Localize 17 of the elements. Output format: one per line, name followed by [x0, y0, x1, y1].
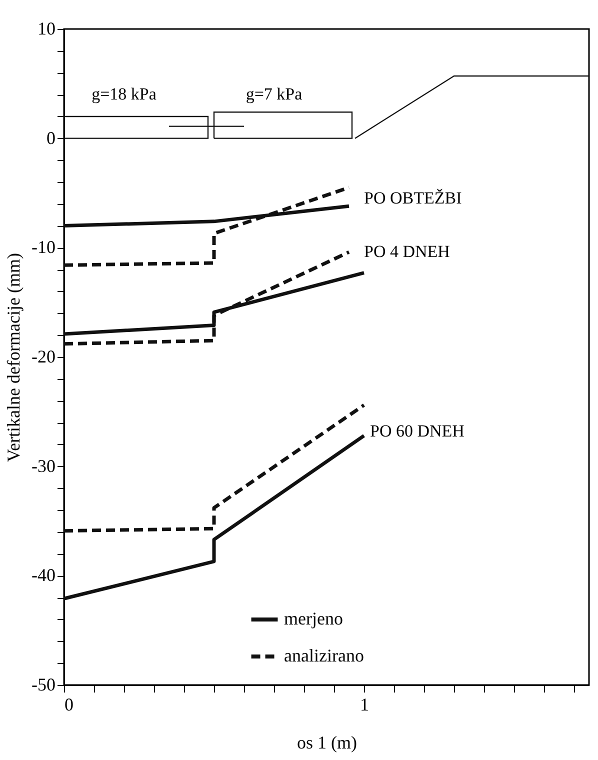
- y-tick-label: -10: [32, 237, 56, 258]
- y-axis-title: Vertikalne deformacije (mm): [4, 253, 24, 462]
- annotation: PO OBTEŽBI: [364, 188, 462, 208]
- y-tick-label: 10: [38, 18, 56, 38]
- x-axis-title: os 1 (m): [297, 732, 357, 752]
- y-tick-label: -50: [32, 674, 56, 694]
- x-tick-label: 1: [360, 694, 369, 714]
- y-tick-label: -40: [32, 565, 56, 586]
- annotation: PO 60 DNEH: [370, 421, 464, 440]
- y-tick-label: -20: [32, 346, 56, 366]
- annotation: g=18 kPa: [92, 84, 157, 104]
- legend-label: analizirano: [284, 646, 364, 666]
- y-tick-label: -30: [32, 456, 56, 476]
- annotation: PO 4 DNEH: [364, 242, 450, 262]
- legend-label: merjeno: [284, 608, 343, 628]
- annotation: g=7 kPa: [246, 84, 303, 104]
- y-tick-label: 0: [46, 128, 56, 148]
